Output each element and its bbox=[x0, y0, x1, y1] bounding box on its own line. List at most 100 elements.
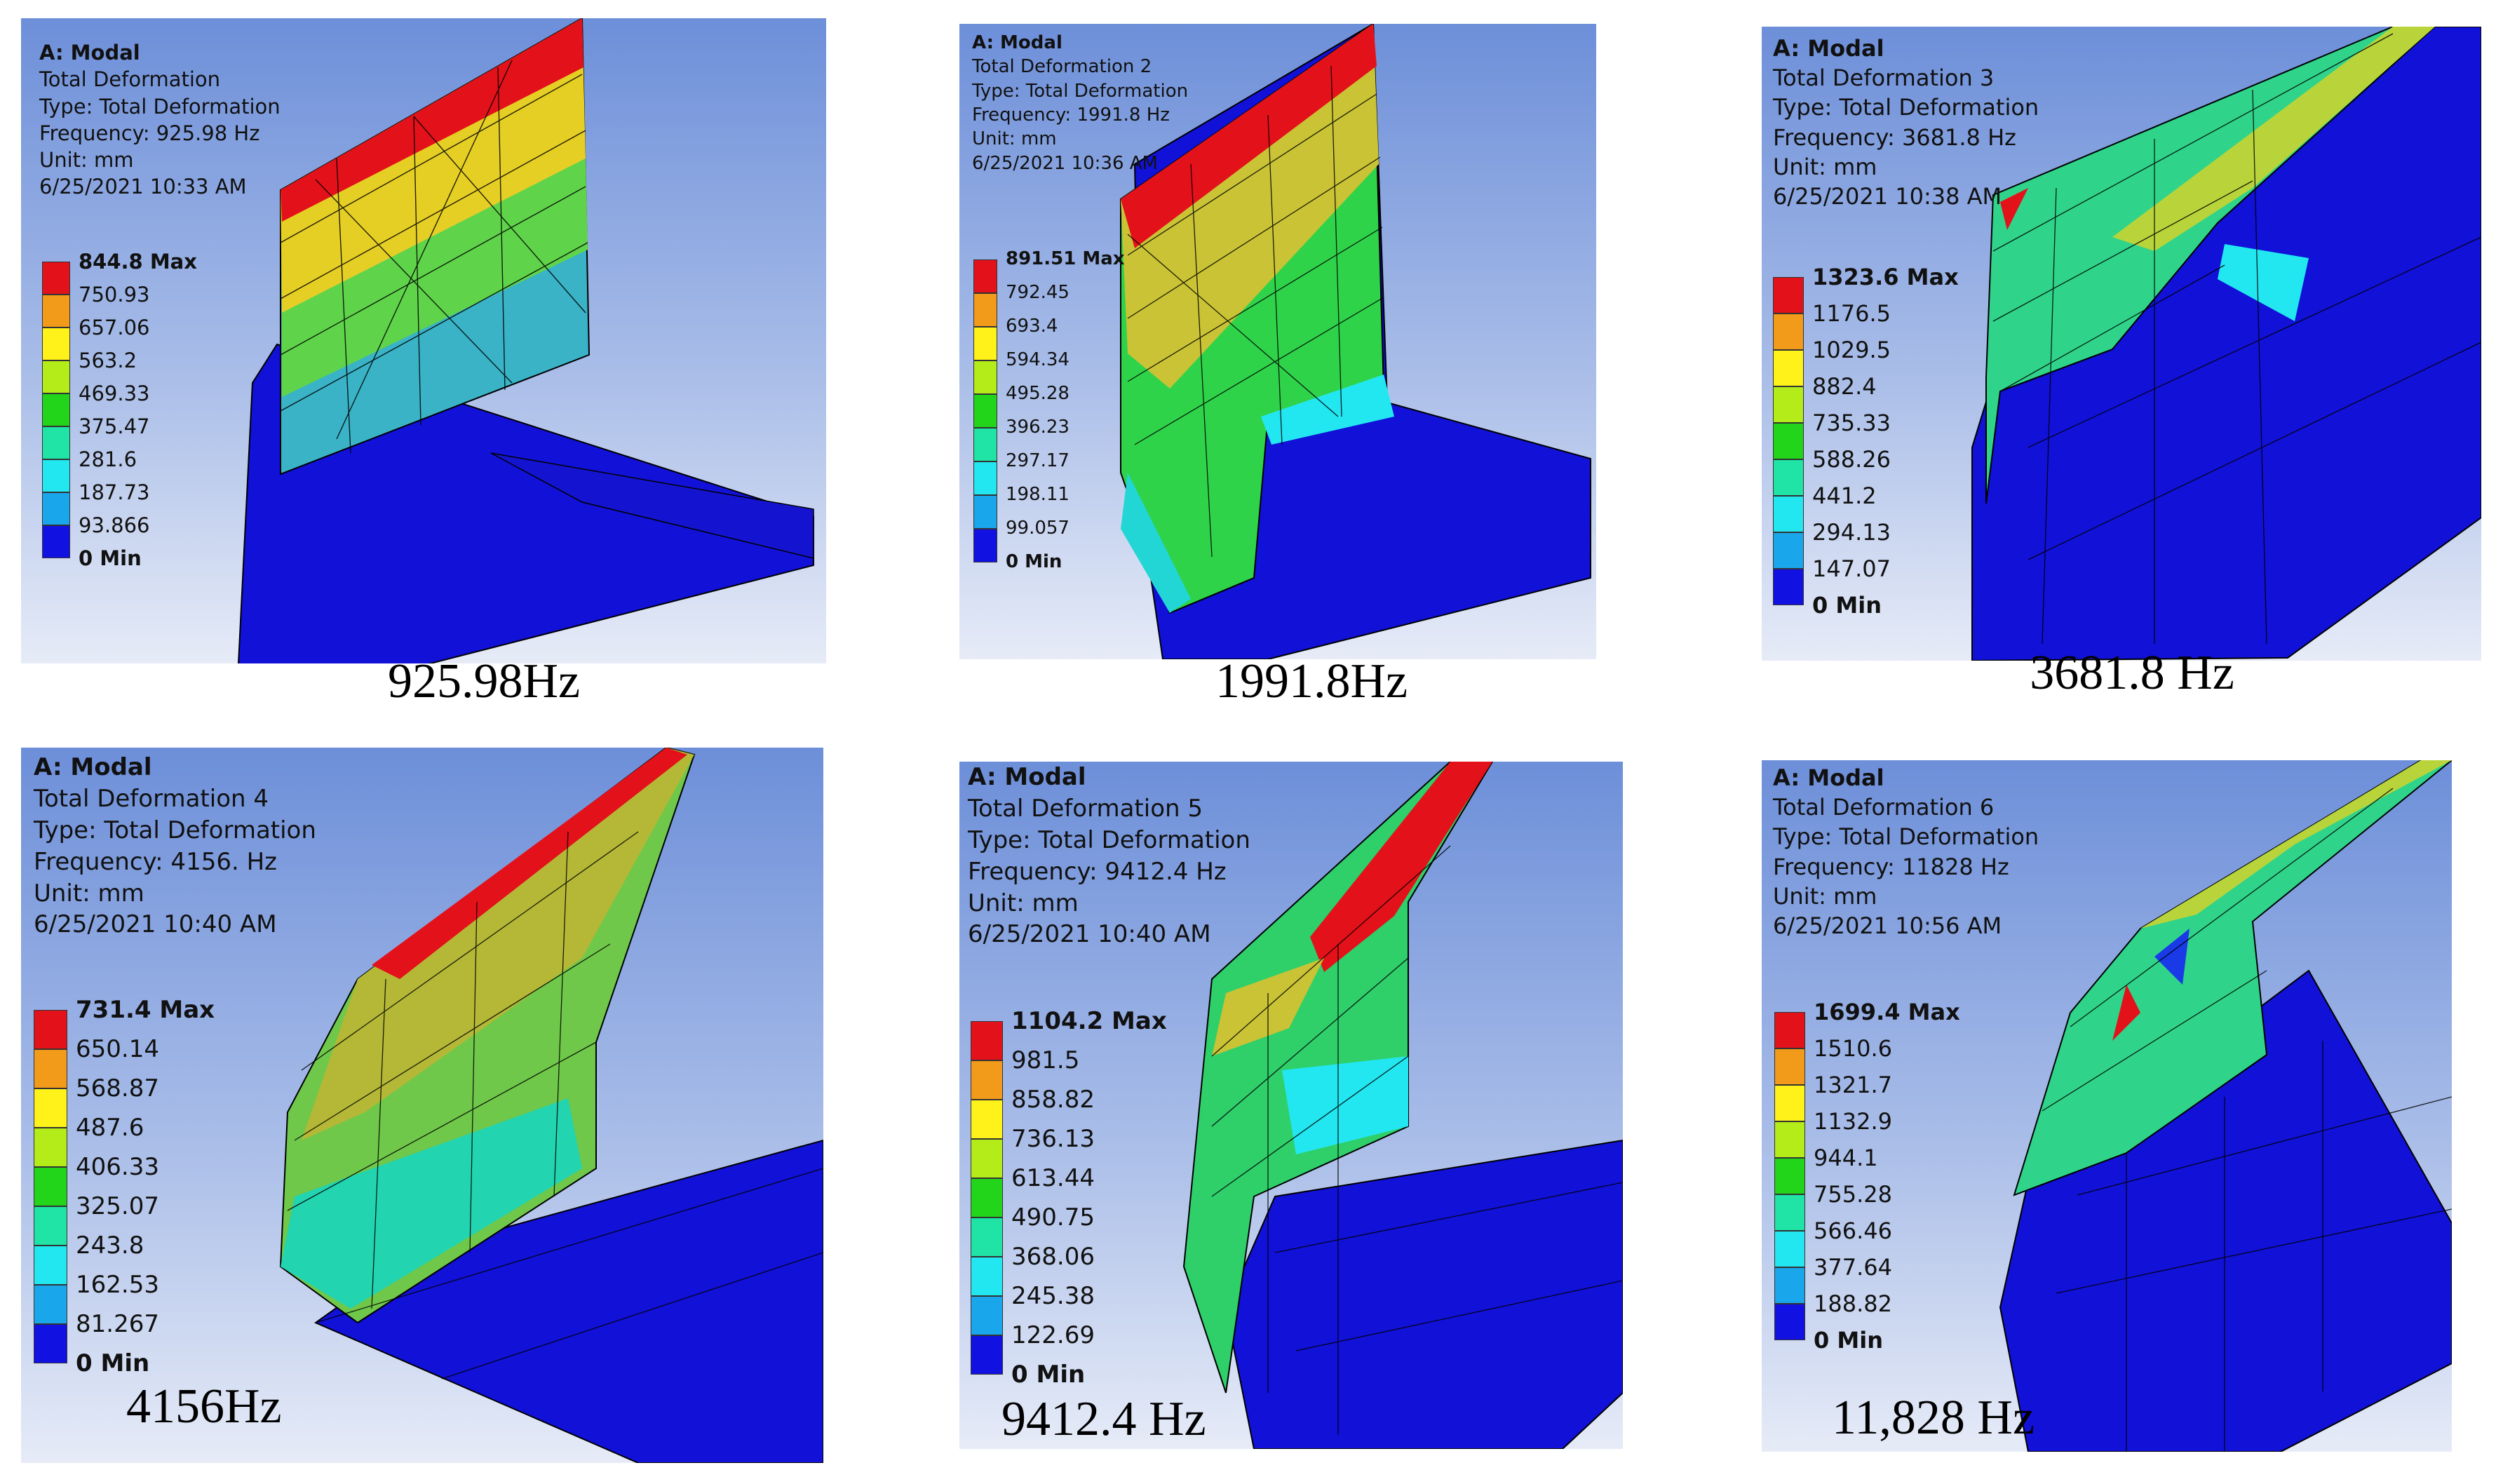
result-type: Type: Total Deformation bbox=[972, 80, 1189, 102]
legend-label: 469.33 bbox=[79, 382, 150, 405]
legend-label: 755.28 bbox=[1814, 1181, 1892, 1208]
legend-swatch bbox=[1774, 1048, 1805, 1086]
mode-panel-1: A: Modal Total Deformation Type: Total D… bbox=[21, 18, 826, 663]
unit-label: Unit: mm bbox=[39, 148, 134, 173]
result-name: Total Deformation 3 bbox=[1773, 65, 1995, 92]
mode-panel-3: A: Modal Total Deformation 3 Type: Total… bbox=[1762, 27, 2481, 661]
legend-swatch bbox=[1773, 532, 1804, 569]
result-name: Total Deformation 2 bbox=[972, 56, 1152, 78]
legend-label: 188.82 bbox=[1814, 1290, 1892, 1317]
legend-label: 1029.5 bbox=[1812, 337, 1891, 363]
legend-swatch bbox=[34, 1246, 67, 1286]
legend-label: 0 Min bbox=[76, 1349, 150, 1377]
legend-label: 792.45 bbox=[1006, 282, 1070, 303]
legend-swatch bbox=[1773, 350, 1804, 387]
legend-label: 198.11 bbox=[1006, 484, 1070, 505]
legend-swatch bbox=[971, 1296, 1003, 1336]
result-type: Type: Total Deformation bbox=[968, 825, 1250, 854]
legend-label: 588.26 bbox=[1812, 446, 1891, 473]
legend-swatch bbox=[973, 427, 997, 461]
unit-label: Unit: mm bbox=[1773, 882, 1877, 910]
legend-swatch bbox=[973, 528, 997, 562]
legend-label: 487.6 bbox=[76, 1114, 144, 1142]
legend-label: 147.07 bbox=[1812, 555, 1891, 582]
legend-label: 731.4 Max bbox=[76, 996, 215, 1024]
legend-label: 1104.2 Max bbox=[1011, 1007, 1167, 1035]
legend-swatch bbox=[42, 393, 70, 427]
legend-swatch bbox=[973, 326, 997, 360]
legend-swatch bbox=[973, 292, 997, 327]
legend-swatch bbox=[42, 295, 70, 328]
result-type: Type: Total Deformation bbox=[1773, 823, 2039, 851]
legend-label: 99.057 bbox=[1006, 518, 1070, 539]
legend-label: 844.8 Max bbox=[79, 250, 197, 274]
mode-panel-5: A: Modal Total Deformation 5 Type: Total… bbox=[959, 762, 1623, 1449]
result-info-block: A: Modal Total Deformation Type: Total D… bbox=[39, 39, 281, 201]
legend-label: 187.73 bbox=[79, 480, 150, 504]
legend-swatch bbox=[1774, 1231, 1805, 1268]
legend-swatch bbox=[973, 393, 997, 428]
legend-swatch bbox=[42, 328, 70, 361]
deformed-bracket-render bbox=[1182, 762, 1623, 1449]
result-info-block: A: Modal Total Deformation 2 Type: Total… bbox=[972, 31, 1188, 175]
legend-label: 377.64 bbox=[1814, 1254, 1892, 1281]
legend-swatch bbox=[971, 1060, 1003, 1100]
deformed-bracket-render bbox=[237, 18, 814, 663]
result-info-block: A: Modal Total Deformation 3 Type: Total… bbox=[1773, 34, 2039, 211]
frequency-label: Frequency: 1991.8 Hz bbox=[972, 104, 1170, 126]
legend-label: 297.17 bbox=[1006, 450, 1070, 471]
legend-label: 294.13 bbox=[1812, 519, 1891, 546]
legend-label: 0 Min bbox=[1812, 592, 1882, 619]
legend-swatch bbox=[1773, 459, 1804, 497]
result-name: Total Deformation 5 bbox=[968, 794, 1203, 823]
legend-label: 243.8 bbox=[76, 1232, 144, 1260]
legend-label: 568.87 bbox=[76, 1074, 159, 1102]
app-title: A: Modal bbox=[1773, 35, 1884, 62]
app-title: A: Modal bbox=[34, 753, 152, 781]
legend-label: 1323.6 Max bbox=[1812, 264, 1959, 290]
legend-swatch bbox=[971, 1021, 1003, 1061]
unit-label: Unit: mm bbox=[1773, 153, 1877, 180]
legend-label: 0 Min bbox=[79, 546, 142, 570]
deformed-bracket-render bbox=[1120, 24, 1591, 659]
legend-swatch bbox=[42, 426, 70, 460]
legend-label: 490.75 bbox=[1011, 1203, 1095, 1232]
legend-label: 0 Min bbox=[1011, 1361, 1086, 1389]
legend-swatch bbox=[34, 1010, 67, 1050]
legend-label: 1699.4 Max bbox=[1814, 999, 1960, 1025]
result-type: Type: Total Deformation bbox=[1773, 94, 2039, 121]
legend-swatch bbox=[1774, 1121, 1805, 1159]
frequency-caption: 1991.8Hz bbox=[1215, 654, 1408, 708]
legend-label: 566.46 bbox=[1814, 1217, 1892, 1244]
legend-swatch bbox=[971, 1178, 1003, 1218]
timestamp-label: 6/25/2021 10:40 AM bbox=[34, 910, 277, 939]
legend-swatch bbox=[34, 1128, 67, 1168]
legend-swatch bbox=[1774, 1194, 1805, 1232]
legend-label: 0 Min bbox=[1006, 551, 1062, 572]
legend-swatch bbox=[34, 1167, 67, 1207]
legend-label: 693.4 bbox=[1006, 316, 1058, 337]
result-info-block: A: Modal Total Deformation 6 Type: Total… bbox=[1773, 763, 2039, 940]
legend-label: 750.93 bbox=[79, 283, 150, 306]
legend-swatch bbox=[34, 1206, 67, 1246]
legend-label: 1510.6 bbox=[1814, 1035, 1892, 1062]
app-title: A: Modal bbox=[972, 32, 1062, 53]
legend-label: 1321.7 bbox=[1814, 1072, 1892, 1098]
mode-panel-4: A: Modal Total Deformation 4 Type: Total… bbox=[21, 748, 823, 1463]
legend-swatch bbox=[1773, 496, 1804, 533]
legend-label: 245.38 bbox=[1011, 1282, 1095, 1310]
legend-label: 0 Min bbox=[1814, 1327, 1883, 1354]
result-type: Type: Total Deformation bbox=[34, 816, 316, 844]
legend-swatch bbox=[42, 492, 70, 526]
legend-swatch bbox=[1774, 1012, 1805, 1049]
legend-label: 650.14 bbox=[76, 1035, 159, 1063]
frequency-label: Frequency: 3681.8 Hz bbox=[1773, 123, 2016, 151]
legend-swatch bbox=[42, 459, 70, 493]
result-name: Total Deformation 6 bbox=[1773, 794, 1995, 821]
mode-panel-6: A: Modal Total Deformation 6 Type: Total… bbox=[1762, 760, 2452, 1452]
timestamp-label: 6/25/2021 10:56 AM bbox=[1773, 912, 2002, 940]
deformed-bracket-render bbox=[1999, 760, 2452, 1452]
frequency-label: Frequency: 11828 Hz bbox=[1773, 853, 2009, 880]
deformed-bracket-render bbox=[1971, 27, 2481, 661]
legend-label: 944.1 bbox=[1814, 1145, 1878, 1171]
